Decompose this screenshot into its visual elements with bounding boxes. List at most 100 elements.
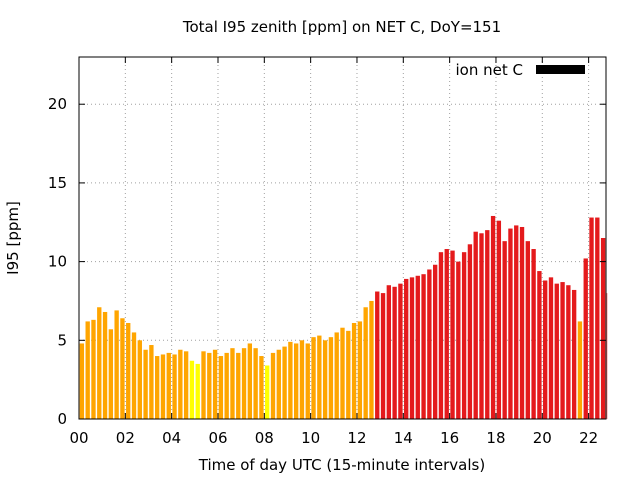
bar [143,349,148,419]
bar [421,274,426,419]
y-tick-label: 10 [48,253,67,271]
bar [554,283,559,419]
bar [230,348,235,419]
bar [178,349,183,419]
bar [525,241,530,419]
bar [201,351,206,419]
bar [207,352,212,419]
bar [531,249,536,419]
legend-label: ion net C [456,61,523,79]
x-tick-label: 04 [162,429,181,447]
bar [473,231,478,419]
bar [450,250,455,419]
bar [131,332,137,419]
legend: ion net C [456,61,585,79]
bar [79,343,85,419]
y-tick-label: 5 [57,331,67,349]
axis-ticks: 0 5 10 15 20 00 02 04 06 08 10 12 14 16 18 20 22 [48,57,606,447]
x-tick-label: 16 [440,429,459,447]
bar [137,340,142,419]
bar [340,327,345,419]
bar [404,278,409,419]
x-tick-label: 08 [255,429,274,447]
bar [566,285,571,419]
bar [299,340,305,419]
bar [236,352,241,419]
bar [571,289,577,419]
legend-swatch [536,65,585,74]
bar [265,365,270,419]
x-tick-label: 22 [579,429,598,447]
bar [496,220,502,419]
bar [189,360,195,419]
bar [247,343,253,419]
bar [461,252,467,419]
bar [108,329,114,419]
bar [212,349,218,419]
bar [444,249,449,419]
bar [398,283,403,419]
bar [166,352,171,419]
x-axis-label: Time of day UTC (15-minute intervals) [198,456,485,474]
bar [519,226,525,419]
bar [334,332,339,419]
bar [91,319,96,419]
bar [537,271,542,419]
bar [160,354,166,419]
chart-title: Total I95 zenith [ppm] on NET C, DoY=151 [182,18,501,36]
bar [155,356,160,419]
bar [485,230,490,419]
bar [415,275,420,419]
bar [560,282,565,419]
x-tick-label: 00 [69,429,88,447]
bar [479,233,484,419]
bar [328,337,334,419]
bars [79,215,608,419]
bar [120,318,125,419]
grid [79,57,606,419]
bar [467,244,473,419]
bar [276,349,281,419]
bar [172,354,177,419]
x-tick-label: 10 [301,429,320,447]
bar [282,346,287,419]
x-tick-label: 02 [116,429,135,447]
bar [409,277,415,419]
bar [595,217,600,419]
bar [600,238,606,419]
bar [293,343,299,419]
bar [427,269,432,419]
bar [149,345,154,419]
bar [102,311,108,419]
bar [438,252,444,419]
bar [351,322,357,419]
bar [195,363,200,419]
bar [317,335,322,419]
bar [85,321,90,419]
bar [183,351,189,419]
bar [241,348,247,419]
x-tick-label: 06 [208,429,227,447]
bar [363,307,368,419]
x-tick-label: 20 [533,429,552,447]
bar [270,352,276,419]
bar [392,286,397,419]
plot-frame [78,56,607,420]
bar [288,341,293,419]
y-axis-label: I95 [ppm] [4,201,22,275]
bar [114,310,119,419]
bar [583,258,588,419]
bar [346,330,351,419]
bar [490,215,496,419]
bar [508,228,513,419]
x-tick-label: 12 [347,429,366,447]
bar [375,291,380,419]
bar [305,343,310,419]
bar [606,293,608,419]
bar [380,293,386,419]
bar [322,340,328,419]
bar [253,348,258,419]
bar [502,241,507,419]
bar [259,356,264,419]
